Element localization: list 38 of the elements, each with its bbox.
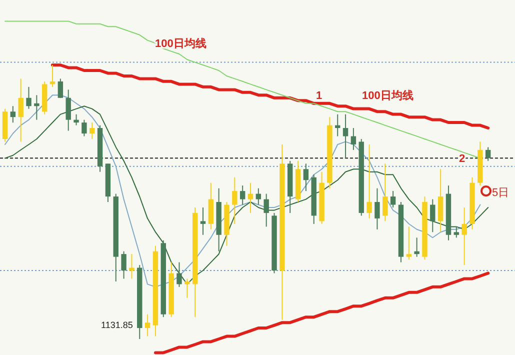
candlestick bbox=[390, 190, 396, 208]
candlestick bbox=[430, 198, 436, 233]
candlestick bbox=[90, 122, 95, 140]
annotation: 100日均线 bbox=[362, 89, 414, 102]
candlestick bbox=[303, 163, 309, 192]
annotation: 2 bbox=[459, 153, 466, 165]
candlestick bbox=[18, 78, 24, 142]
candlestick bbox=[342, 114, 348, 159]
candlestick bbox=[256, 188, 262, 206]
candlestick bbox=[34, 94, 40, 120]
candlestick bbox=[10, 106, 16, 124]
candlestick bbox=[454, 226, 460, 238]
candlestick bbox=[374, 188, 380, 230]
candlestick bbox=[462, 206, 467, 266]
annotation: 5日 bbox=[492, 187, 510, 199]
annotation: 1 bbox=[316, 90, 322, 102]
candlestick bbox=[176, 262, 182, 288]
candlestick bbox=[82, 119, 87, 137]
candlestick bbox=[264, 193, 269, 228]
candlestick bbox=[58, 78, 64, 98]
candlestick bbox=[129, 254, 134, 280]
candlestick bbox=[350, 128, 356, 150]
candlestick bbox=[485, 146, 491, 162]
candlestick bbox=[144, 314, 150, 337]
candlestick bbox=[366, 144, 372, 219]
candlestick bbox=[232, 176, 238, 224]
candlestick bbox=[406, 226, 412, 260]
candlestick bbox=[121, 250, 126, 280]
candlestick bbox=[74, 114, 79, 126]
candlestick bbox=[382, 163, 388, 222]
candlestick bbox=[240, 185, 246, 206]
candlestick bbox=[26, 86, 32, 110]
annotation: 1131.85 bbox=[101, 320, 133, 330]
candlestick bbox=[200, 206, 206, 236]
candlestick bbox=[414, 237, 420, 258]
candlestick bbox=[248, 182, 254, 214]
text: 100日均线 bbox=[155, 37, 206, 50]
candlestick bbox=[66, 89, 71, 132]
